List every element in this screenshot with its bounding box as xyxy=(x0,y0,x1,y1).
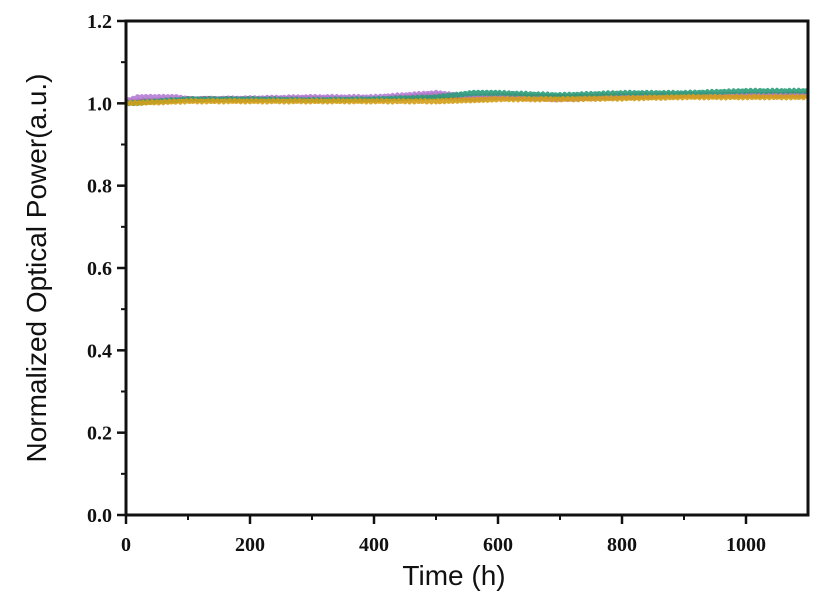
y-tick-label: 0.8 xyxy=(87,176,112,198)
x-tick-label: 0 xyxy=(121,534,131,556)
x-axis-title: Time (h) xyxy=(402,560,505,591)
y-tick-label: 0.2 xyxy=(87,423,112,445)
y-axis-ticks: 0.0 0.2 0.4 0.6 0.8 1.0 1.2 xyxy=(87,11,126,527)
x-axis-ticks: 0 200 400 600 800 1000 xyxy=(121,515,766,556)
y-tick-label: 0.6 xyxy=(87,258,112,280)
y-tick-label: 1.0 xyxy=(87,93,112,115)
y-axis-title: Normalized Optical Power(a.u.) xyxy=(21,73,52,462)
series-line-5 xyxy=(124,93,809,107)
y-tick-label: 1.2 xyxy=(87,11,112,33)
y-tick-label: 0.0 xyxy=(87,505,112,527)
x-tick-label: 600 xyxy=(483,534,513,556)
x-tick-label: 400 xyxy=(359,534,389,556)
series-lines xyxy=(124,87,810,107)
x-tick-label: 200 xyxy=(235,534,265,556)
y-tick-label: 0.4 xyxy=(87,340,112,362)
x-tick-label: 800 xyxy=(607,534,637,556)
x-tick-label: 1000 xyxy=(726,534,766,556)
